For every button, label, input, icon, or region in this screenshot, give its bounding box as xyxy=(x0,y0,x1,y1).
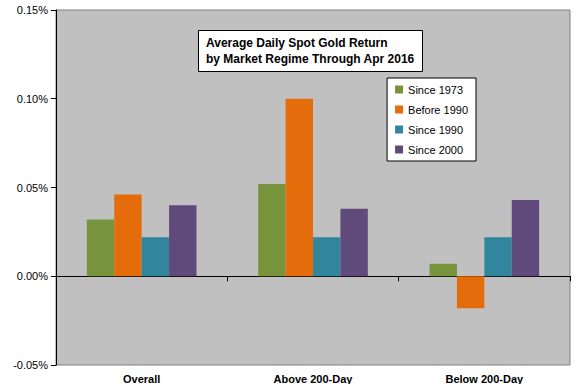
svg-text:0.05%: 0.05% xyxy=(17,182,48,194)
svg-text:0.00%: 0.00% xyxy=(17,270,48,282)
svg-text:by Market Regime Through Apr 2: by Market Regime Through Apr 2016 xyxy=(206,52,415,66)
svg-text:Since 1973: Since 1973 xyxy=(408,84,463,96)
svg-text:-0.05%: -0.05% xyxy=(13,359,48,371)
svg-text:0.10%: 0.10% xyxy=(17,93,48,105)
svg-text:0.15%: 0.15% xyxy=(17,4,48,16)
svg-text:Below 200-Day: Below 200-Day xyxy=(446,373,525,384)
svg-text:Since 2000: Since 2000 xyxy=(408,144,463,156)
svg-text:Average Daily Spot Gold Return: Average Daily Spot Gold Return xyxy=(206,36,388,50)
svg-text:Overall: Overall xyxy=(123,373,160,384)
svg-text:Before 1990: Before 1990 xyxy=(408,104,468,116)
svg-text:Since 1990: Since 1990 xyxy=(408,124,463,136)
svg-text:Above 200-Day: Above 200-Day xyxy=(274,373,354,384)
